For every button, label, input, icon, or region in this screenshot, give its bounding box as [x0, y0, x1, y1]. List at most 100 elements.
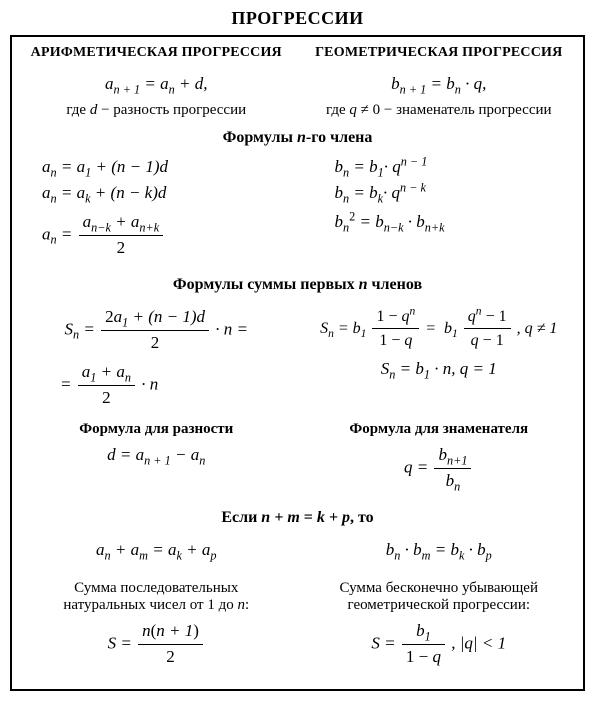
S: S	[320, 319, 328, 336]
dot-n: · n =	[211, 319, 248, 338]
cond: , q ≠ 1	[513, 319, 558, 336]
q: q	[433, 647, 442, 666]
b: b	[335, 157, 344, 176]
np1: n + 1	[156, 621, 193, 640]
txt: -го члена	[306, 129, 373, 146]
d: d	[107, 445, 116, 464]
plus: +	[96, 362, 116, 381]
sup: n − 1	[401, 154, 428, 168]
arith-nth-1: an = a1 + (n − 1)d	[42, 156, 285, 179]
sub: 1	[361, 328, 367, 340]
a: a	[42, 224, 51, 243]
S: S	[371, 634, 380, 653]
a: a	[83, 212, 92, 231]
sub: n	[125, 370, 131, 384]
fraction: 1 − qn1 − q	[372, 306, 419, 352]
eq: =	[140, 74, 160, 93]
arith-column: АРИФМЕТИЧЕСКАЯ ПРОГРЕССИЯ	[18, 45, 295, 67]
sym-a: a	[160, 74, 169, 93]
geom-sum: Sn = b1 1 − qn1 − q = b1 qn − 1q − 1 , q…	[301, 300, 578, 416]
q: q	[404, 458, 413, 477]
nmk: n − k	[116, 183, 152, 202]
b: b	[438, 445, 447, 464]
txt: Если	[221, 509, 261, 526]
eq: =	[116, 445, 136, 464]
geom-column: ГЕОМЕТРИЧЕСКАЯ ПРОГРЕССИЯ	[301, 45, 578, 67]
eq: =	[349, 157, 369, 176]
b: b	[369, 183, 378, 202]
txt: Формулы	[223, 129, 297, 146]
dot: ·	[404, 212, 417, 231]
geom-sum-2: Sn = b1 · n, q = 1	[301, 358, 578, 381]
close: )	[193, 621, 199, 640]
a: a	[96, 540, 105, 559]
a: a	[42, 157, 51, 176]
b: b	[416, 212, 425, 231]
geom-nth-3: bn2 = bn−k · bn+k	[335, 211, 578, 234]
eq: =	[57, 224, 77, 243]
eq: =	[421, 319, 440, 336]
a: a	[131, 540, 140, 559]
sub: p	[210, 549, 216, 563]
arith-nth: an = a1 + (n − 1)d an = ak + (n − k)d an…	[18, 153, 285, 266]
arith-where: где d − разность прогрессии	[18, 102, 295, 119]
txt: 1 −	[379, 332, 404, 349]
sub: 1	[425, 630, 431, 644]
nm-heading: Если n + m = k + p, то	[18, 509, 577, 527]
eq: =	[79, 319, 99, 338]
a: a	[77, 157, 86, 176]
arith-nth-3: an = an−k + an+k2	[42, 211, 285, 260]
sub: n+1	[447, 454, 468, 468]
eq: =	[57, 157, 77, 176]
plus: +	[182, 540, 202, 559]
txt: 1 −	[376, 308, 401, 325]
b: b	[386, 540, 395, 559]
a: a	[136, 445, 145, 464]
eq: =	[355, 212, 375, 231]
arith-recurrence: an + 1 = an + d,	[18, 73, 295, 96]
geom-nth-1: bn = b1· qn − 1	[335, 156, 578, 179]
n: n	[142, 621, 151, 640]
plus: +	[111, 212, 131, 231]
a: a	[77, 183, 86, 202]
arith-nm-formula: an + am = ak + ap	[18, 539, 295, 562]
arith-last-formula: S = n(n + 1)2	[18, 620, 295, 669]
den: 2	[79, 236, 164, 260]
den: 2	[101, 331, 209, 355]
d: d	[160, 157, 169, 176]
geom-diff-heading: Формула для знаменателя	[301, 421, 578, 438]
b: b	[450, 540, 459, 559]
txt: где	[66, 102, 89, 118]
line2: натуральных чисел от 1 до n:	[18, 597, 295, 614]
b: b	[369, 157, 378, 176]
fraction: an−k + an+k2	[79, 211, 164, 260]
sub: m	[139, 549, 148, 563]
q: q	[392, 183, 401, 202]
page: ПРОГРЕССИИ АРИФМЕТИЧЕСКАЯ ПРОГРЕССИЯ ГЕО…	[0, 0, 595, 705]
geom-last-desc: Сумма бесконечно убывающей геометрическо…	[301, 580, 578, 614]
geom-recurrence: bn + 1 = bn · q,	[301, 73, 578, 96]
line1: Сумма последовательных	[18, 580, 295, 597]
eq: =	[334, 319, 353, 336]
ne-zero: ≠ 0	[357, 102, 380, 118]
txt: + (	[128, 307, 154, 326]
b: b	[353, 319, 361, 336]
fraction: a1 + an2	[78, 361, 135, 410]
arith-nm: an + am = ak + ap	[18, 533, 295, 568]
txt: Формулы суммы первых	[173, 276, 359, 293]
nm-row: an + am = ak + ap bn · bm = bk · bp	[18, 533, 577, 568]
eq: =	[57, 183, 77, 202]
cond: q = 1	[456, 359, 497, 378]
two: 2	[105, 307, 114, 326]
eq: =	[116, 634, 136, 653]
b: b	[444, 319, 452, 336]
a: a	[116, 362, 125, 381]
arith-sum-2: = a1 + an2 · n	[18, 361, 295, 410]
nm1: n − 1	[117, 157, 154, 176]
arith-sum-1: Sn = 2a1 + (n − 1)d2 · n =	[18, 306, 295, 355]
txt: членов	[368, 276, 423, 293]
b: b	[477, 540, 486, 559]
b: b	[446, 471, 455, 490]
sub: n+k	[139, 220, 159, 234]
geom-diff: Формула для знаменателя q = bn+1bn	[301, 415, 578, 499]
